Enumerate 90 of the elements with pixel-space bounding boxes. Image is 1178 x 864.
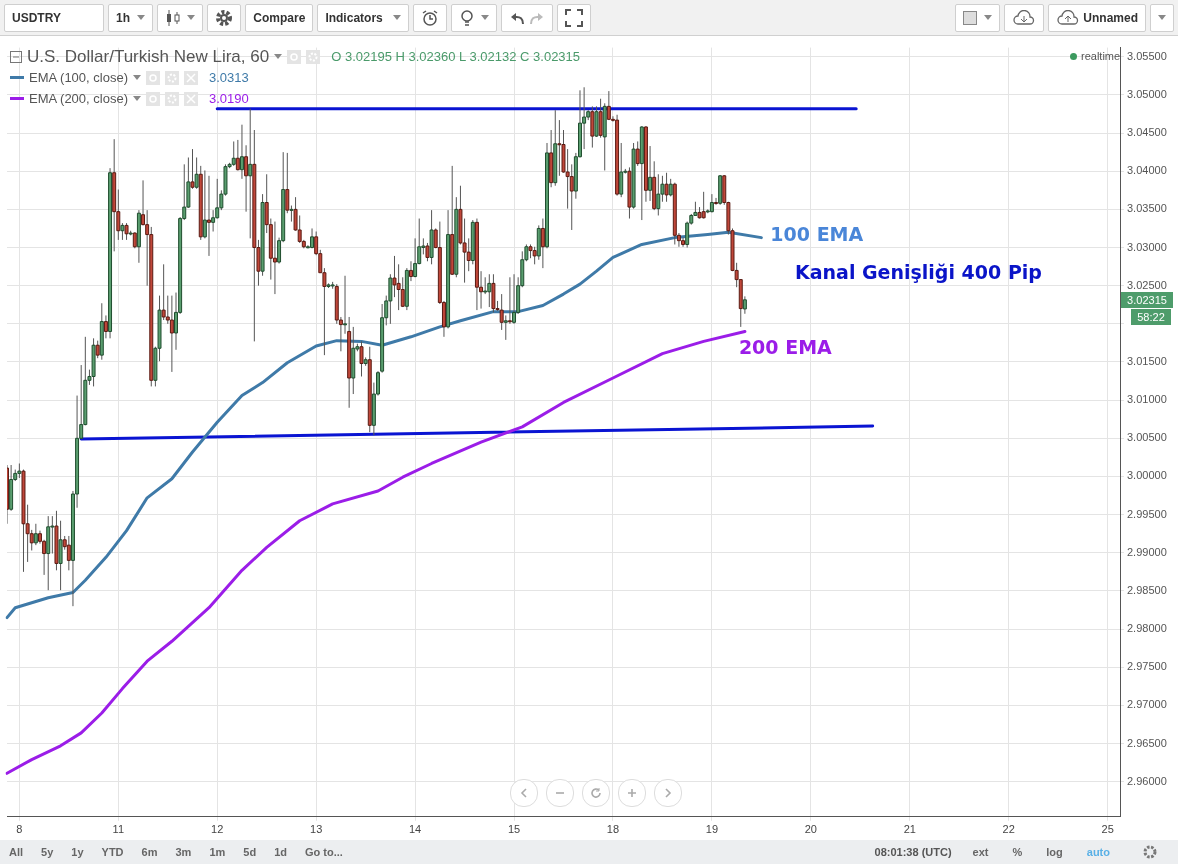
candlestick	[664, 172, 669, 203]
text: 3m	[174, 846, 193, 858]
candlestick	[272, 221, 277, 295]
y-tick-label: 3.04500	[1127, 126, 1167, 139]
x-tick-label: 14	[408, 823, 422, 836]
y-tick-label: 3.01500	[1127, 355, 1167, 368]
y-tick-label: 3.04000	[1127, 164, 1167, 177]
y-tick-label: 2.99000	[1127, 545, 1167, 558]
text: 5d	[242, 846, 258, 858]
candlestick	[413, 237, 418, 278]
text: Go to...	[303, 846, 344, 858]
x-tick-label: 20	[804, 823, 817, 836]
candlestick	[400, 276, 405, 308]
text: 6m	[140, 846, 159, 858]
candlestick	[169, 295, 174, 373]
y-tick-label: 2.98500	[1127, 583, 1167, 596]
annotation: O 3.02195 H 3.02360 L 3.02132 C 3.02315	[331, 49, 581, 64]
text: Compare	[253, 10, 306, 25]
x-tick-label: 19	[705, 823, 719, 836]
candlestick	[359, 340, 364, 377]
text: 3.02315	[1121, 291, 1173, 308]
x-tick-label: 11	[112, 823, 125, 836]
candlestick	[466, 237, 471, 272]
candlestick	[606, 90, 611, 121]
candlestick	[635, 140, 640, 167]
x-tick-label: 22	[1002, 823, 1015, 836]
candlestick	[648, 145, 653, 202]
annotation: 100 EMA	[770, 222, 864, 245]
text: ext	[971, 846, 990, 858]
annotation: 3.0313	[209, 70, 249, 85]
legend-label: EMA (200, close)	[29, 91, 128, 106]
candlestick	[285, 152, 290, 214]
annotation: Kanal Genişliği 400 Pip	[795, 260, 1042, 283]
x-tick-label: 8	[16, 823, 23, 836]
text: 1d	[273, 846, 288, 858]
y-tick-label: 3.01000	[1127, 393, 1167, 406]
text: USDTRY	[12, 10, 61, 25]
text: YTD	[100, 846, 125, 858]
text: All	[8, 846, 25, 858]
chart-title: U.S. Dollar/Turkish New Lira, 60	[27, 46, 270, 67]
legend-label: EMA (100, close)	[29, 70, 128, 85]
x-tick-label: 21	[903, 823, 916, 836]
y-tick-label: 2.96000	[1127, 774, 1167, 787]
x-tick-label: 25	[1101, 823, 1114, 836]
text: Unnamed	[1083, 10, 1138, 25]
y-tick-label: 3.00000	[1127, 469, 1167, 482]
text: auto	[1085, 846, 1111, 858]
candlestick	[656, 173, 661, 216]
candlestick	[58, 520, 63, 591]
candlestick	[507, 276, 512, 325]
y-tick-label: 2.99500	[1127, 507, 1167, 520]
candlestick	[248, 108, 253, 239]
x-tick-label: 13	[310, 823, 323, 836]
y-tick-label: 3.00500	[1127, 431, 1167, 444]
text: 1h	[116, 10, 131, 25]
candlestick	[425, 242, 430, 262]
x-tick-label: 12	[211, 823, 224, 836]
y-tick-label: 2.97000	[1127, 698, 1167, 711]
annotation: 200 EMA	[738, 336, 833, 359]
y-tick-label: 3.02500	[1127, 278, 1167, 291]
annotation: 3.0190	[209, 91, 249, 106]
x-tick-label: 15	[507, 823, 521, 836]
y-tick-label: 2.97500	[1127, 660, 1167, 673]
annotation: realtime	[1081, 50, 1121, 62]
text: %	[1011, 846, 1024, 858]
candlestick	[33, 523, 38, 546]
candlestick	[103, 314, 108, 339]
candlestick	[239, 124, 244, 180]
text: Indicators	[325, 10, 383, 25]
y-tick-label: 3.03500	[1127, 202, 1167, 215]
y-tick-label: 3.05000	[1127, 87, 1167, 100]
candlestick	[235, 139, 240, 171]
y-tick-label: 2.98000	[1127, 622, 1167, 635]
candlestick	[190, 148, 195, 190]
text: 1m	[208, 846, 227, 858]
candlestick	[569, 163, 574, 231]
text: 08:01:38 (UTC)	[873, 846, 953, 858]
text: 58:22	[1131, 308, 1171, 325]
text: 5y	[40, 846, 55, 858]
candlestick	[207, 175, 211, 257]
candlestick	[408, 260, 413, 282]
candlestick	[714, 197, 719, 206]
x-tick-label: 18	[606, 823, 620, 836]
y-tick-label: 2.96500	[1127, 736, 1167, 749]
text: 1y	[70, 846, 85, 858]
candlestick	[161, 263, 166, 321]
text: log	[1045, 846, 1064, 858]
candlestick	[487, 273, 492, 308]
y-tick-label: 3.03000	[1127, 240, 1167, 253]
y-tick-label: 3.05500	[1127, 49, 1167, 62]
